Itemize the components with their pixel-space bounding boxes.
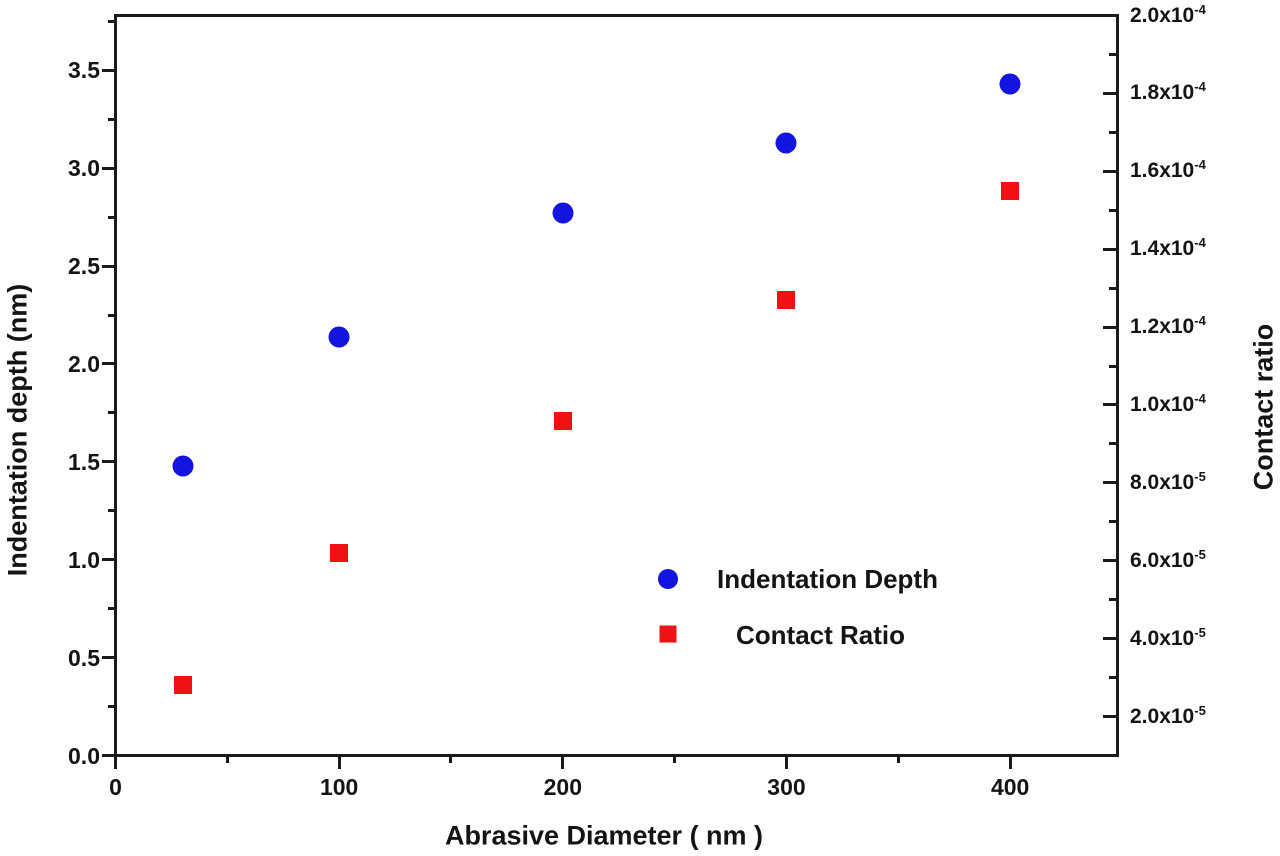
right-y-axis-tick-exponent: -4 — [1194, 235, 1206, 251]
left-y-axis-minor-tick — [108, 509, 115, 513]
data-point-indentation-depth-0 — [172, 455, 194, 477]
right-y-axis-tick-exponent: -4 — [1194, 157, 1206, 173]
data-point-contact-ratio-1 — [330, 543, 349, 562]
left-y-axis-minor-tick — [108, 411, 115, 415]
left-y-axis-minor-tick — [108, 607, 115, 611]
right-y-axis-major-tick — [1103, 169, 1116, 173]
right-y-axis-minor-tick — [1109, 676, 1116, 680]
left-y-axis-tick-label: 1.5 — [68, 448, 100, 475]
right-y-axis-major-tick — [1103, 325, 1116, 329]
right-y-axis-tick-label: 4.0x10-5 — [1130, 624, 1206, 650]
right-y-axis-tick-label: 2.0x10-4 — [1130, 1, 1206, 27]
left-y-axis-tick-label: 3.0 — [68, 155, 100, 182]
right-y-axis-minor-tick — [1109, 520, 1116, 524]
left-y-axis-minor-tick — [108, 19, 115, 23]
left-y-axis-title: Indentation depth (nm) — [2, 283, 33, 577]
right-y-axis-tick-exponent: -5 — [1194, 546, 1206, 562]
x-axis-major-tick — [1008, 755, 1012, 769]
legend-contact-ratio-marker — [659, 625, 677, 643]
left-y-axis-minor-tick — [108, 117, 115, 121]
right-y-axis-tick-exponent: -5 — [1194, 468, 1206, 484]
right-y-axis-tick-exponent: -4 — [1194, 1, 1206, 17]
x-axis-minor-tick — [673, 755, 677, 763]
x-axis-minor-tick — [225, 755, 229, 763]
left-y-axis-major-tick — [102, 68, 115, 72]
right-y-axis-tick-label: 2.0x10-5 — [1130, 702, 1206, 728]
left-y-axis-tick-label: 3.5 — [68, 57, 100, 84]
right-y-axis-tick-label: 1.8x10-4 — [1130, 79, 1206, 105]
right-y-axis-minor-tick — [1109, 442, 1116, 446]
left-y-axis-major-tick — [102, 362, 115, 366]
right-y-axis-major-tick — [1103, 481, 1116, 485]
right-y-axis-tick-label: 6.0x10-5 — [1130, 546, 1206, 572]
left-y-axis-minor-tick — [108, 705, 115, 709]
data-point-indentation-depth-4 — [999, 73, 1021, 95]
left-y-axis-minor-tick — [108, 215, 115, 219]
x-axis-title: Abrasive Diameter ( nm ) — [444, 820, 764, 851]
x-axis-tick-label: 300 — [767, 774, 806, 800]
x-axis-minor-tick — [449, 755, 453, 763]
data-point-indentation-depth-2 — [552, 202, 574, 224]
left-y-axis-tick-label: 1.0 — [68, 546, 100, 573]
data-point-contact-ratio-4 — [1001, 181, 1020, 200]
right-y-axis-minor-tick — [1109, 52, 1116, 56]
legend-indentation-depth-marker — [658, 569, 678, 589]
left-y-axis-tick-label: 0.0 — [68, 742, 100, 769]
right-y-axis-tick-exponent: -5 — [1194, 702, 1206, 718]
right-y-axis-tick-exponent: -4 — [1194, 79, 1206, 95]
right-y-axis-tick-exponent: -4 — [1194, 390, 1206, 406]
x-axis-tick-label: 400 — [990, 774, 1030, 800]
x-axis-major-tick — [114, 755, 117, 769]
left-y-axis-major-tick — [102, 754, 115, 757]
left-y-axis-major-tick — [102, 656, 115, 660]
legend-contact-ratio-label: Contact Ratio — [736, 620, 905, 650]
data-point-indentation-depth-1 — [328, 326, 350, 348]
right-y-axis-tick-label: 8.0x10-5 — [1130, 468, 1206, 494]
left-y-axis-minor-tick — [108, 313, 115, 317]
x-axis-tick-label: 0 — [109, 774, 122, 800]
left-y-axis-major-tick — [102, 558, 115, 562]
left-y-axis-major-tick — [102, 460, 115, 464]
legend-indentation-depth-label: Indentation Depth — [717, 564, 938, 594]
x-axis-major-tick — [561, 755, 565, 769]
x-axis-minor-tick — [896, 755, 900, 763]
plot-frame — [114, 14, 1119, 757]
right-y-axis-minor-tick — [1109, 364, 1116, 368]
left-y-axis-tick-label: 0.5 — [68, 644, 100, 671]
right-y-axis-tick-exponent: -5 — [1194, 624, 1206, 640]
right-y-axis-minor-tick — [1109, 598, 1116, 602]
right-y-axis-major-tick — [1103, 91, 1116, 95]
x-axis-tick-label: 200 — [543, 774, 582, 800]
right-y-axis-tick-exponent: -4 — [1194, 313, 1206, 329]
data-point-indentation-depth-3 — [775, 132, 797, 154]
right-y-axis-major-tick — [1103, 14, 1116, 17]
right-y-axis-major-tick — [1103, 403, 1116, 407]
data-point-contact-ratio-2 — [553, 411, 572, 430]
right-y-axis-major-tick — [1103, 247, 1116, 251]
data-point-contact-ratio-3 — [777, 290, 796, 309]
right-y-axis-tick-label: 1.6x10-4 — [1130, 157, 1206, 183]
right-y-axis-tick-label: 1.4x10-4 — [1130, 235, 1206, 261]
right-y-axis-tick-label: 1.0x10-4 — [1130, 390, 1206, 416]
right-y-axis-title: Contact ratio — [1248, 323, 1279, 491]
x-axis-tick-label: 100 — [319, 774, 359, 800]
left-y-axis-major-tick — [102, 166, 115, 170]
right-y-axis-minor-tick — [1109, 130, 1116, 134]
left-y-axis-major-tick — [102, 264, 115, 268]
left-y-axis-tick-label: 2.5 — [68, 253, 100, 280]
x-axis-major-tick — [337, 755, 341, 769]
data-point-contact-ratio-0 — [173, 676, 192, 695]
right-y-axis-major-tick — [1103, 715, 1116, 719]
x-axis-major-tick — [784, 755, 788, 769]
right-y-axis-major-tick — [1103, 559, 1116, 563]
right-y-axis-minor-tick — [1109, 286, 1116, 290]
right-y-axis-major-tick — [1103, 637, 1116, 641]
right-y-axis-tick-label: 1.2x10-4 — [1130, 313, 1206, 339]
right-y-axis-minor-tick — [1109, 208, 1116, 212]
left-y-axis-tick-label: 2.0 — [68, 350, 100, 377]
